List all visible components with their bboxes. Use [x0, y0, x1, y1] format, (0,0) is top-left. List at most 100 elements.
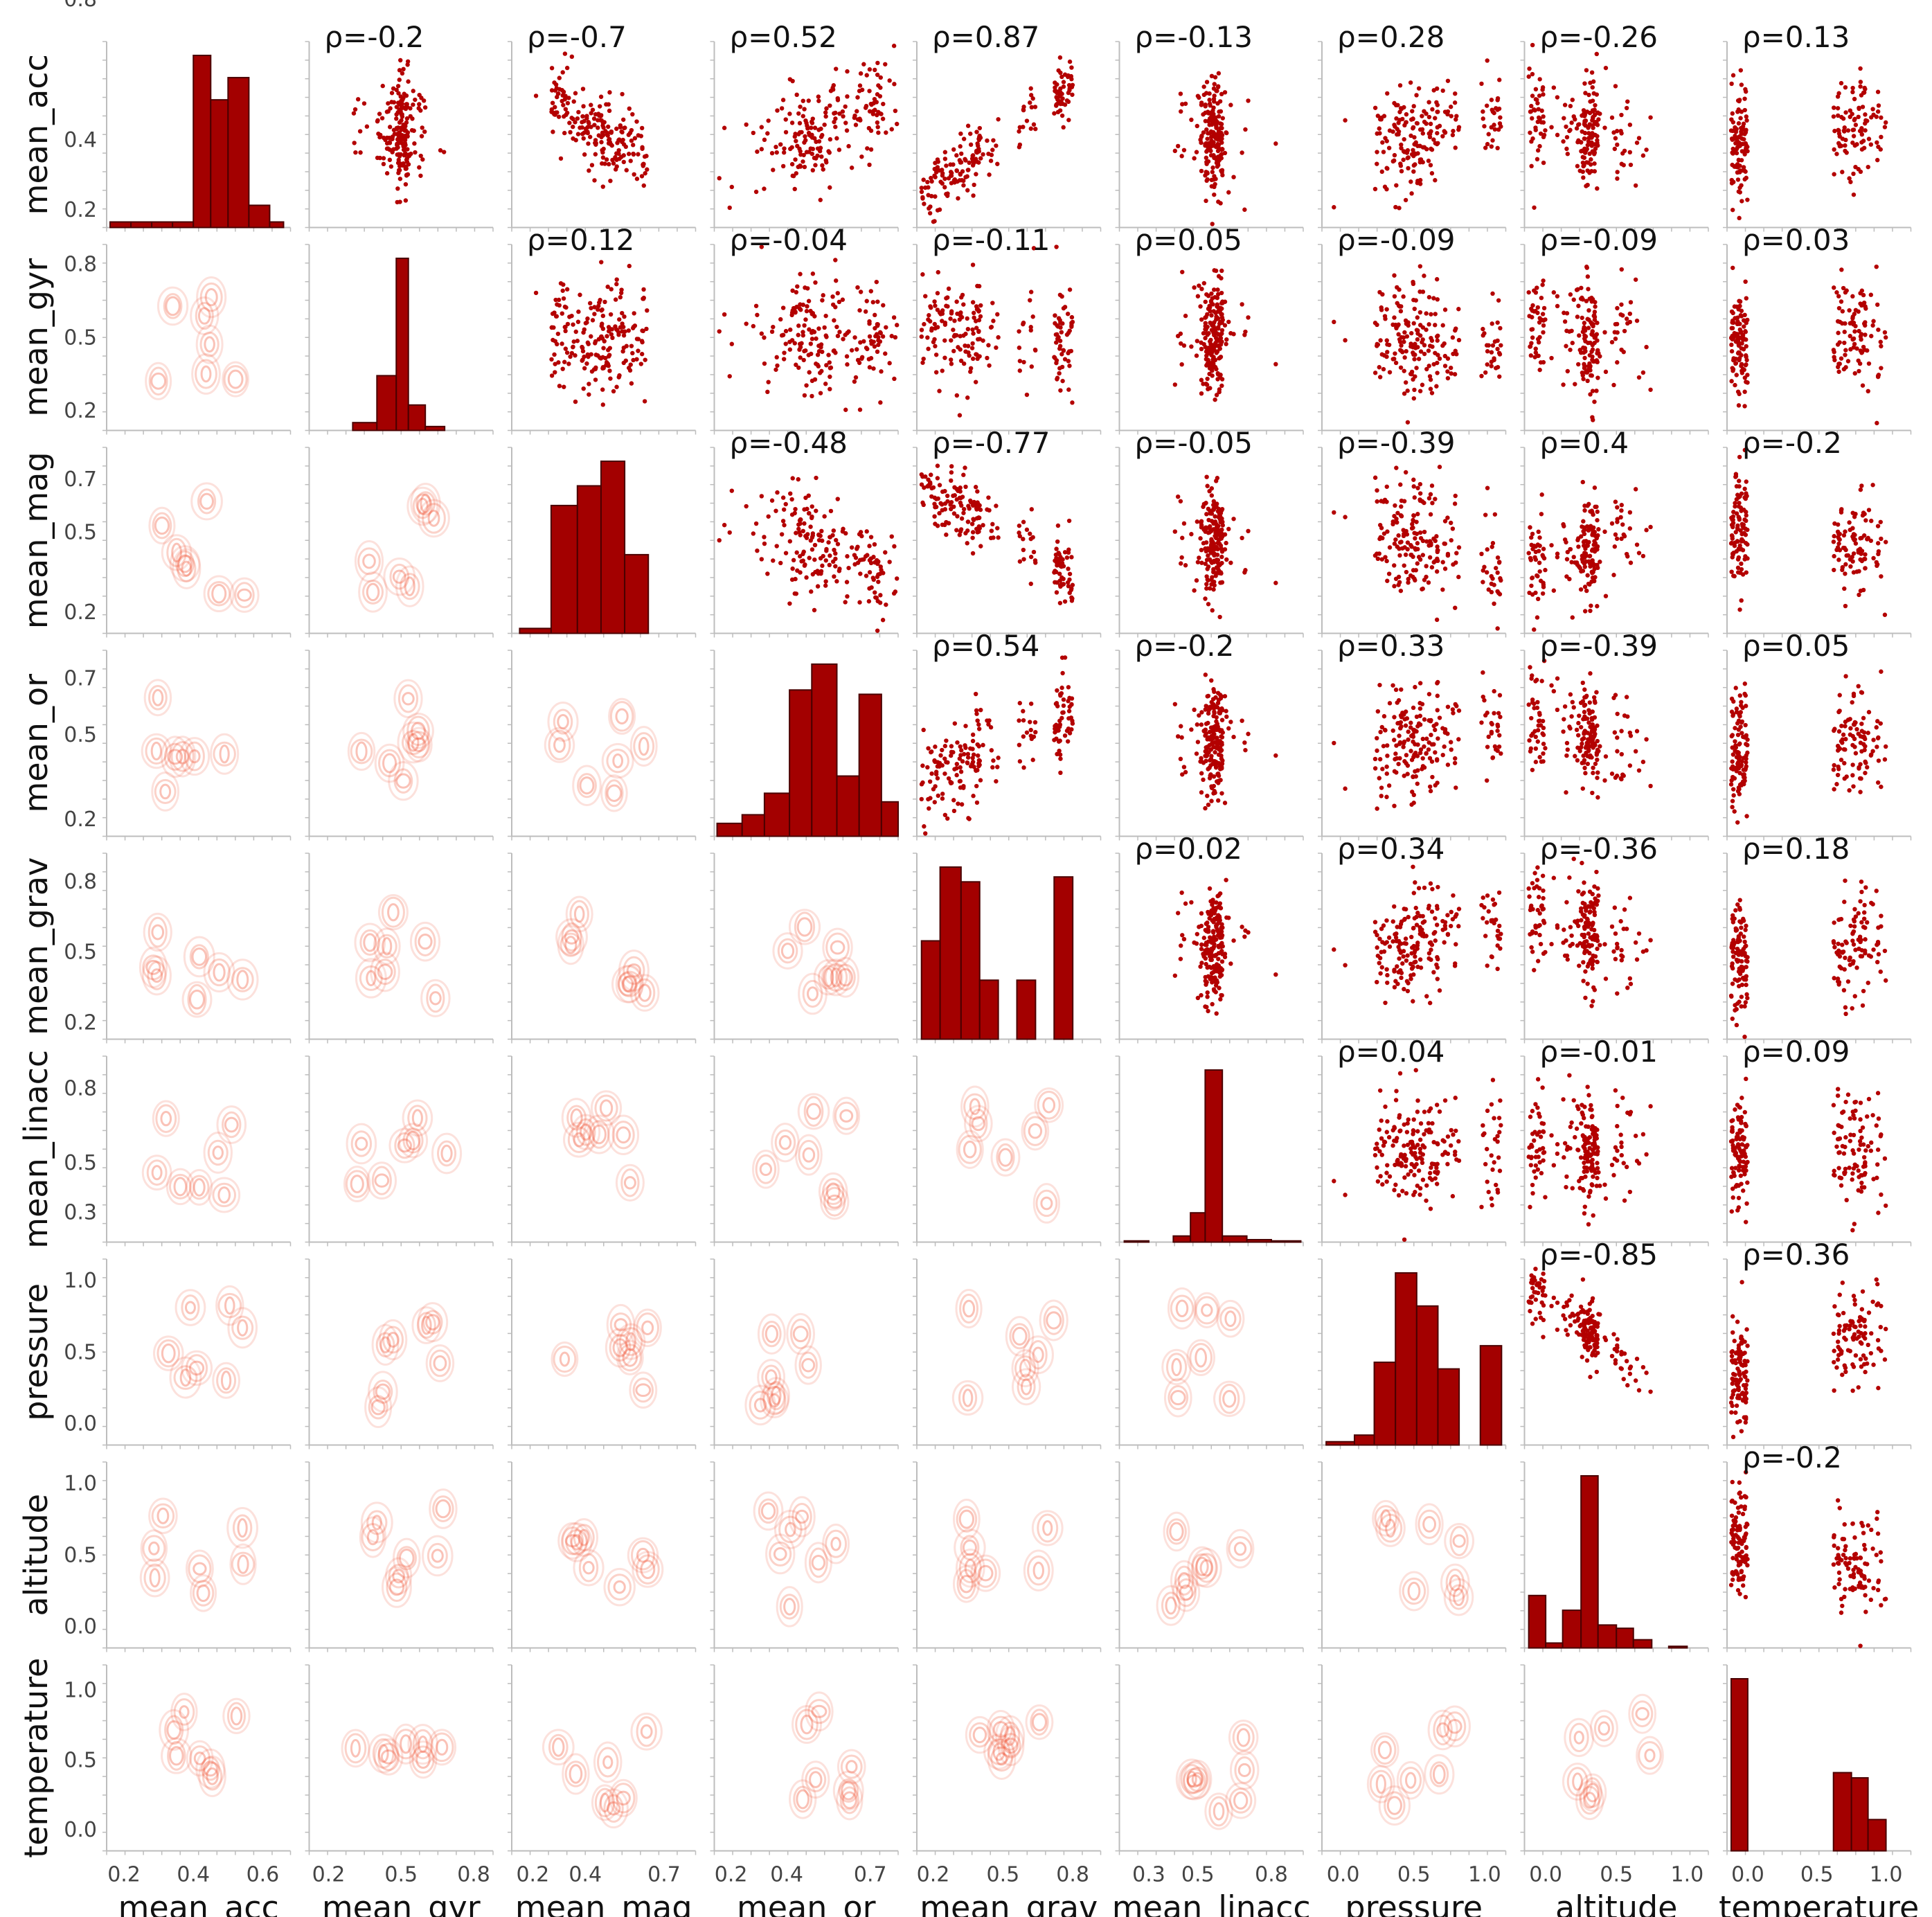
scatter-point	[564, 65, 570, 71]
scatter-point	[759, 557, 764, 562]
scatter-point	[1743, 279, 1748, 284]
scatter-point	[1851, 134, 1857, 139]
scatter-point	[816, 98, 821, 103]
scatter-point	[1415, 541, 1420, 546]
scatter-point	[561, 102, 566, 107]
scatter-point	[923, 185, 928, 190]
scatter-point	[1387, 545, 1393, 550]
scatter-point	[1424, 564, 1429, 569]
scatter-point	[936, 793, 940, 799]
scatter-point	[1876, 327, 1881, 332]
scatter-point	[1744, 570, 1748, 575]
scatter-point	[729, 184, 734, 190]
scatter-point	[1208, 337, 1213, 343]
scatter-point	[958, 769, 964, 774]
scatter-point	[1224, 708, 1228, 713]
panel-mean_acc-vs-mean_or: ρ=0.52	[710, 20, 900, 232]
scatter-point	[1533, 346, 1538, 351]
scatter-point	[1532, 355, 1537, 359]
scatter-point	[1596, 527, 1601, 532]
scatter-point	[1207, 101, 1213, 107]
scatter-point	[564, 350, 570, 355]
panel-mean_acc-vs-mean_mag: ρ=-0.7	[508, 20, 697, 232]
scatter-point	[1224, 540, 1228, 546]
scatter-point	[1017, 368, 1022, 373]
scatter-point	[1435, 693, 1440, 698]
scatter-point	[1412, 387, 1417, 393]
scatter-point	[1058, 770, 1063, 776]
scatter-point	[576, 309, 581, 314]
scatter-point	[1422, 529, 1427, 535]
scatter-point	[1380, 140, 1385, 145]
scatter-point	[818, 197, 823, 202]
scatter-point	[1021, 107, 1026, 112]
scatter-point	[1730, 207, 1735, 213]
scatter-point	[869, 585, 874, 590]
scatter-point	[1059, 330, 1064, 335]
scatter-point	[823, 558, 828, 563]
scatter-point	[641, 183, 646, 188]
scatter-point	[845, 594, 850, 599]
scatter-point	[958, 778, 963, 784]
scatter-point	[1730, 366, 1735, 371]
scatter-point	[1213, 75, 1218, 80]
scatter-point	[1405, 540, 1411, 545]
y-tick-label: 0.2	[64, 198, 97, 222]
scatter-point	[1021, 547, 1026, 553]
scatter-point	[798, 307, 803, 312]
scatter-point	[573, 138, 578, 143]
scatter-point	[1549, 125, 1554, 130]
scatter-point	[1385, 754, 1390, 758]
scatter-point	[640, 328, 645, 333]
scatter-point	[1240, 150, 1244, 155]
scatter-point	[970, 551, 976, 556]
scatter-point	[1395, 520, 1399, 525]
scatter-point	[1729, 569, 1734, 574]
scatter-point	[989, 528, 994, 533]
scatter-point	[935, 291, 940, 296]
scatter-point	[606, 161, 611, 167]
panel-mean_gyr-vs-mean_acc	[102, 244, 292, 435]
scatter-point	[402, 137, 406, 142]
scatter-point	[397, 130, 402, 135]
scatter-point	[864, 573, 869, 578]
scatter-point	[824, 363, 829, 368]
scatter-point	[769, 329, 775, 335]
scatter-point	[638, 362, 644, 366]
scatter-point	[1420, 325, 1426, 330]
scatter-point	[1744, 337, 1748, 342]
scatter-point	[1733, 361, 1739, 366]
scatter-point	[1206, 359, 1211, 364]
scatter-point	[1409, 191, 1414, 196]
scatter-point	[1541, 160, 1546, 166]
scatter-point	[1219, 156, 1224, 161]
scatter-point	[1224, 557, 1229, 562]
scatter-point	[1575, 314, 1580, 319]
scatter-point	[923, 831, 928, 836]
scatter-point	[1489, 350, 1494, 355]
scatter-point	[935, 463, 940, 468]
scatter-point	[954, 168, 960, 173]
scatter-point	[1528, 558, 1534, 562]
scatter-point	[1211, 96, 1217, 102]
scatter-point	[1836, 558, 1841, 562]
scatter-point	[555, 331, 561, 337]
scatter-point	[1417, 491, 1423, 496]
scatter-point	[1564, 134, 1570, 140]
scatter-point	[1434, 534, 1439, 539]
scatter-point	[1576, 122, 1581, 127]
scatter-point	[1619, 161, 1624, 166]
scatter-point	[533, 93, 539, 98]
scatter-point	[792, 186, 797, 192]
scatter-point	[1590, 343, 1595, 348]
scatter-point	[1215, 724, 1220, 729]
scatter-point	[783, 117, 788, 122]
scatter-point	[1420, 587, 1424, 591]
scatter-point	[557, 75, 562, 80]
scatter-point	[1874, 264, 1879, 269]
scatter-point	[364, 124, 370, 129]
scatter-point	[1070, 319, 1075, 325]
scatter-point	[1054, 729, 1059, 733]
scatter-point	[800, 98, 805, 103]
scatter-point	[919, 189, 924, 195]
